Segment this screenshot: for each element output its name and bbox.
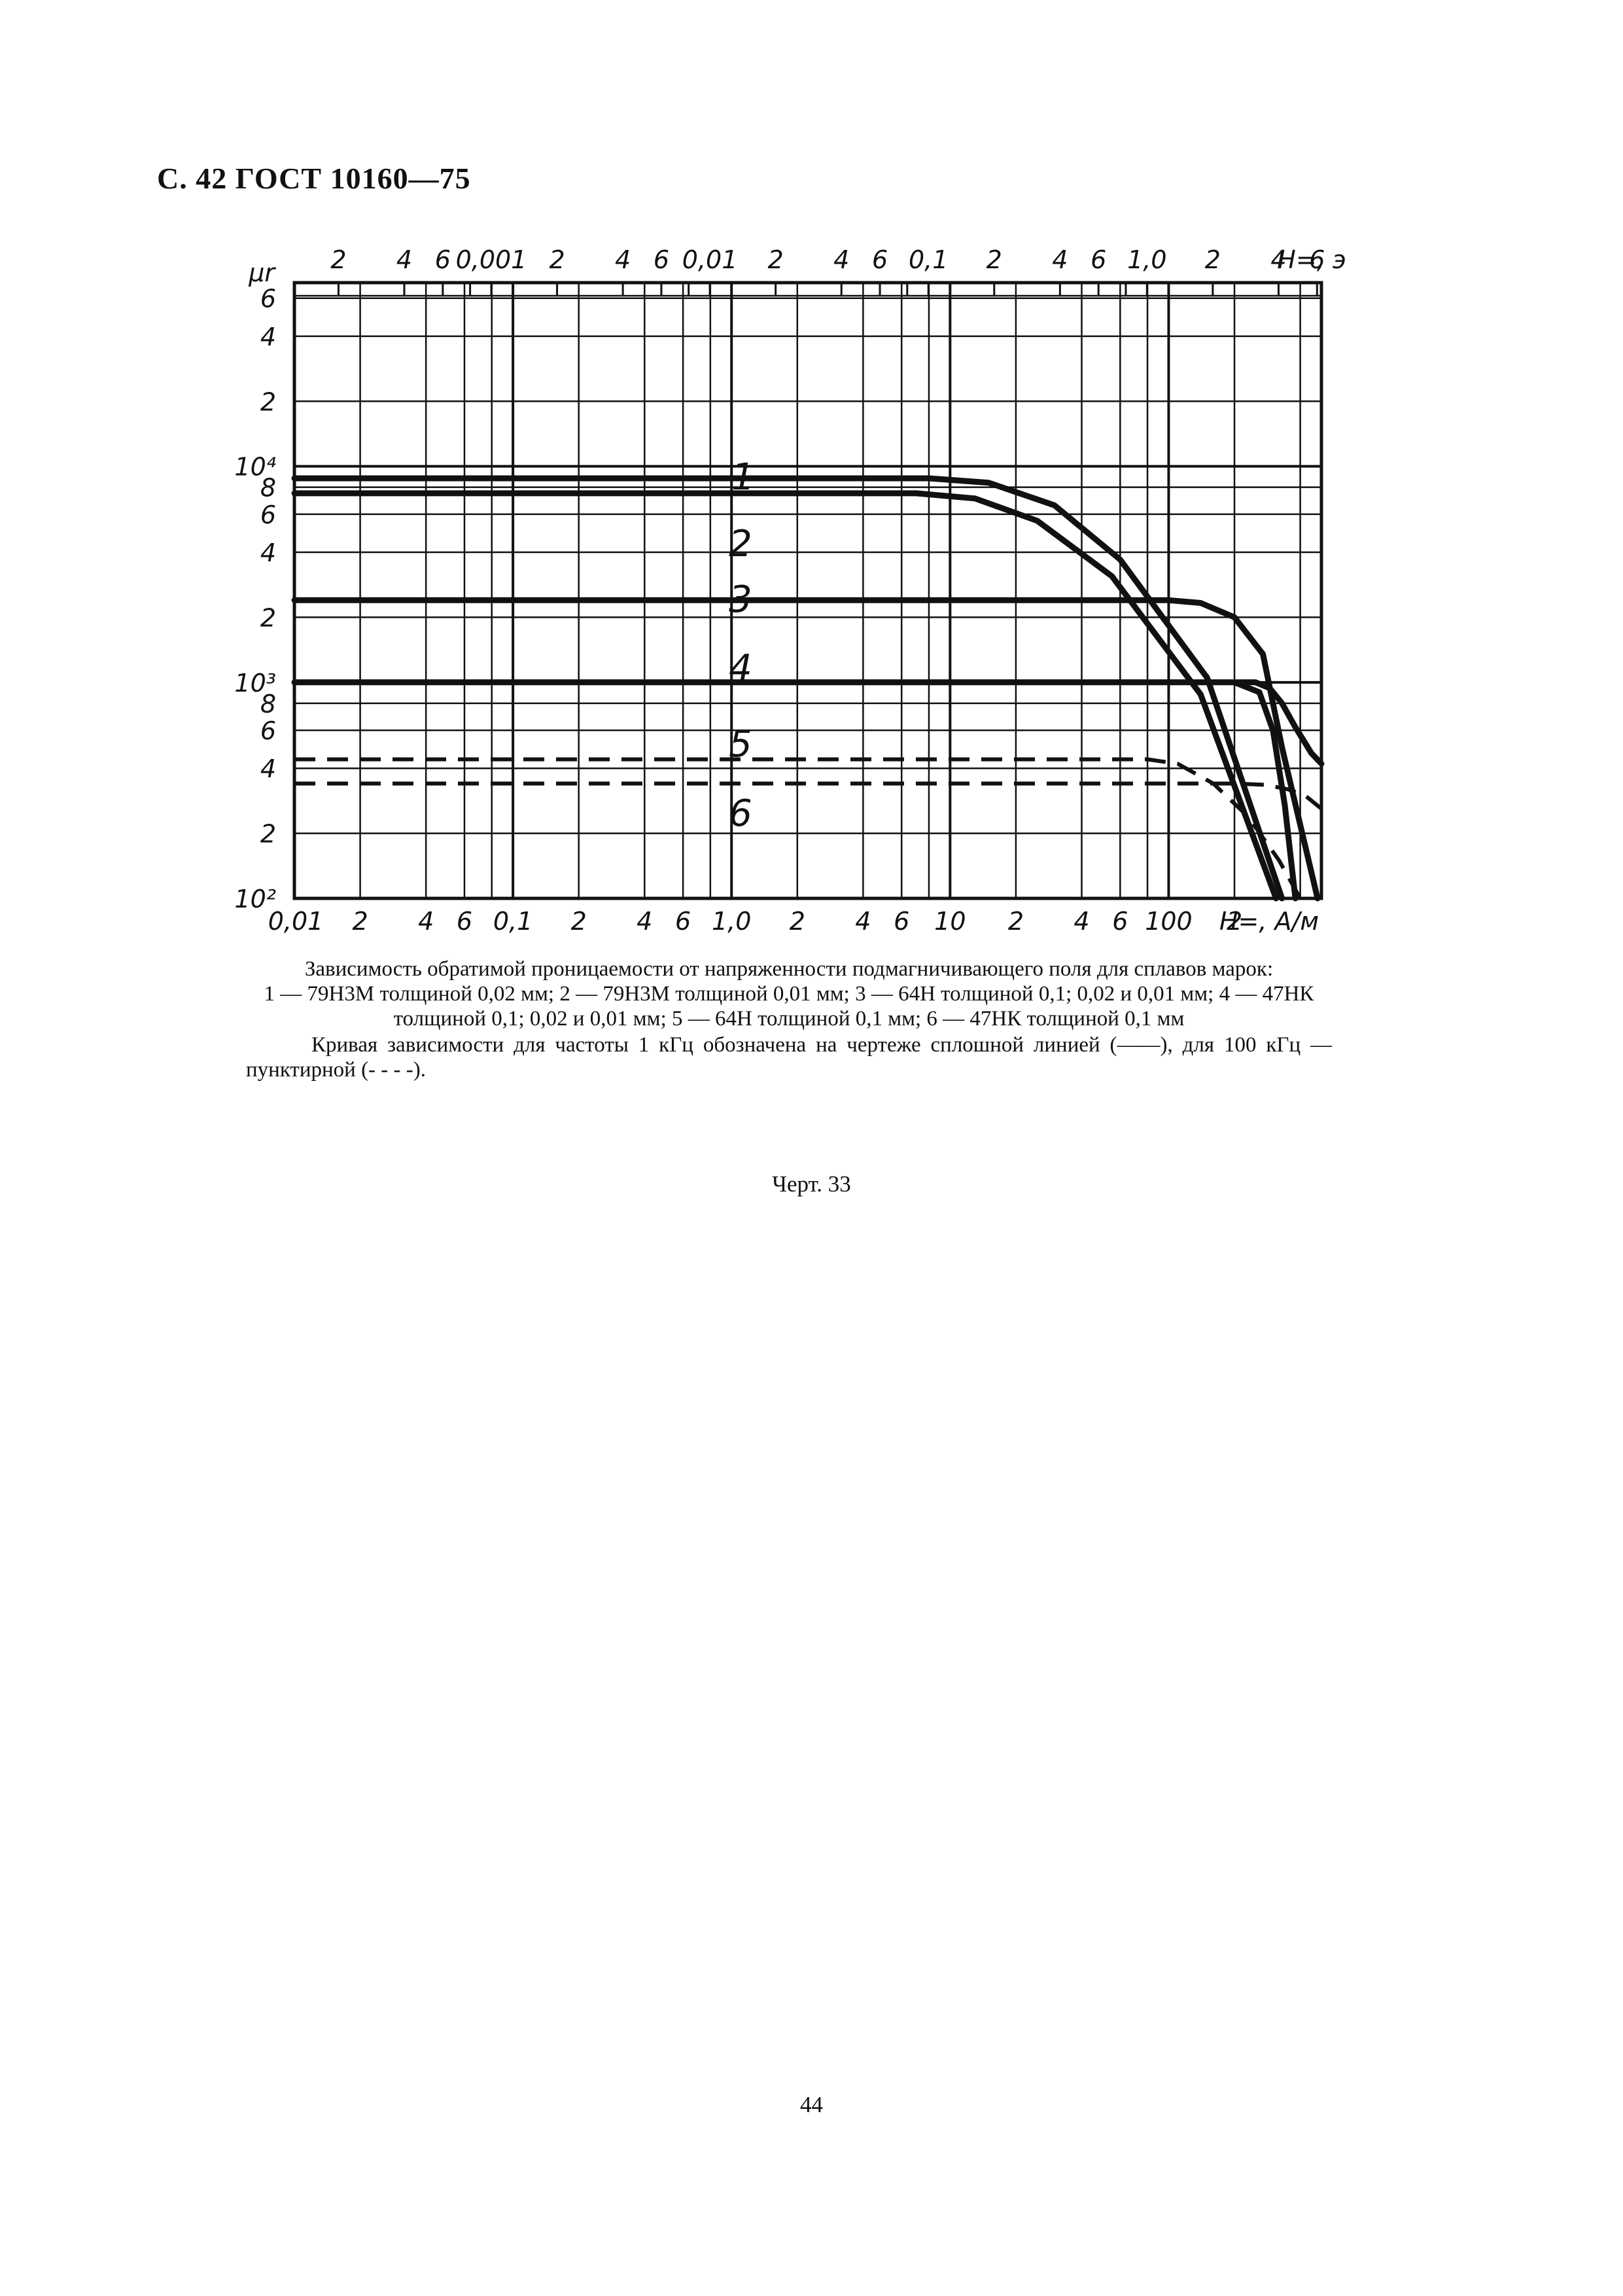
y-tick-label: 4 [260, 539, 276, 567]
x-axis-label: H=, А/м [1219, 907, 1319, 936]
x2-tick-label: 4 [396, 245, 412, 274]
x-tick-label: 4 [637, 907, 652, 936]
x2-tick-label: 6 [1309, 245, 1325, 274]
chart-grid [292, 281, 1323, 900]
x2-tick-label: 2 [549, 245, 565, 274]
page-number: 44 [800, 2092, 823, 2117]
x2-tick-label: 0,1 [909, 245, 948, 274]
figure-caption: Зависимость обратимой проницаемости от н… [246, 957, 1332, 1082]
x-tick-label: 2 [1008, 907, 1024, 936]
y-tick-label: 4 [260, 754, 276, 783]
x-tick-label: 4 [855, 907, 871, 936]
curve-label-3: 3 [729, 578, 752, 621]
x2-tick-label: 2 [1205, 245, 1221, 274]
y-tick-label: 8 [260, 690, 276, 718]
x-tick-label: 2 [790, 907, 805, 936]
x-tick-label: 4 [418, 907, 434, 936]
x2-tick-label: 6 [435, 245, 451, 274]
x-tick-label: 2 [352, 907, 368, 936]
y-axis-label: μr [248, 258, 276, 287]
y-tick-label: 10⁴ [234, 453, 276, 482]
curve-label-5: 5 [729, 723, 752, 766]
x-tick-label: 6 [457, 907, 472, 936]
x-tick-label: 1,0 [712, 907, 751, 936]
page-header: С. 42 ГОСТ 10160—75 [157, 162, 471, 195]
y-tick-label: 2 [260, 820, 276, 849]
x2-axis-label: H=, э [1277, 245, 1346, 274]
x-tick-label: 6 [1112, 907, 1128, 936]
x2-tick-label: 6 [872, 245, 888, 274]
caption-title: Зависимость обратимой проницаемости от н… [304, 957, 1274, 981]
x-tick-label: 2 [571, 907, 587, 936]
series-line-6 [294, 781, 1323, 811]
x2-tick-label: 6 [654, 245, 669, 274]
x-tick-label: 0,01 [268, 907, 324, 936]
y-tick-label: 6 [260, 716, 276, 745]
x2-tick-label: 2 [768, 245, 784, 274]
x2-tick-label: 0,01 [682, 245, 738, 274]
series-line-3 [291, 597, 1321, 902]
y-tick-label: 4 [260, 323, 276, 351]
curve-label-2: 2 [729, 523, 752, 565]
series-line-4 [291, 679, 1325, 767]
x-tick-label: 2 [1227, 907, 1242, 936]
y-tick-label: 10³ [234, 669, 276, 698]
caption-note: Кривая зависимости для частоты 1 кГц обо… [246, 1033, 1332, 1082]
x2-tick-label: 4 [1270, 245, 1286, 274]
y-tick-label: 10² [234, 885, 276, 913]
series-line-7 [1231, 679, 1299, 902]
y-tick-label: 6 [260, 501, 276, 529]
series-line-1 [291, 475, 1285, 902]
x-tick-label: 10 [934, 907, 966, 936]
chart-number: Черт. 33 [772, 1171, 851, 1197]
chart: 0,01 2 4 6 0,1 2 4 6 1,0 2 4 6 10 2 4 6 100 2H=, А/м2 4 6 0,… [234, 245, 1346, 936]
x2-tick-label: 6 [1091, 245, 1106, 274]
x-tick-label: 6 [894, 907, 909, 936]
y-tick-label: 6 [260, 285, 276, 313]
series-line-2 [291, 490, 1280, 902]
x-tick-label: 6 [675, 907, 691, 936]
x2-tick-label: 1,0 [1127, 245, 1166, 274]
x-tick-label: 4 [1073, 907, 1089, 936]
curve-label-1: 1 [731, 456, 755, 499]
x2-tick-label: 0,001 [456, 245, 527, 274]
curve-label-6: 6 [729, 792, 752, 835]
caption-legend: 1 — 79Н3М толщиной 0,02 мм; 2 — 79Н3М то… [264, 982, 1314, 1031]
x2-tick-label: 2 [330, 245, 346, 274]
chart-series [291, 475, 1325, 902]
y-tick-label: 8 [260, 474, 276, 503]
y-tick-label: 2 [260, 387, 276, 416]
curve-label-4: 4 [729, 647, 752, 690]
x-tick-label: 100 [1145, 907, 1193, 936]
chart-frame [292, 281, 1323, 900]
x2-tick-label: 4 [833, 245, 849, 274]
x2-tick-label: 2 [986, 245, 1002, 274]
x-tick-label: 0,1 [493, 907, 532, 936]
chart-text: 0,01 2 4 6 0,1 2 4 6 1,0 2 4 6 10 2 4 6 100 2H=, А/м2 4 6 0,… [234, 245, 1346, 936]
x2-tick-label: 4 [1052, 245, 1068, 274]
x2-tick-label: 4 [615, 245, 631, 274]
y-tick-label: 2 [260, 603, 276, 632]
